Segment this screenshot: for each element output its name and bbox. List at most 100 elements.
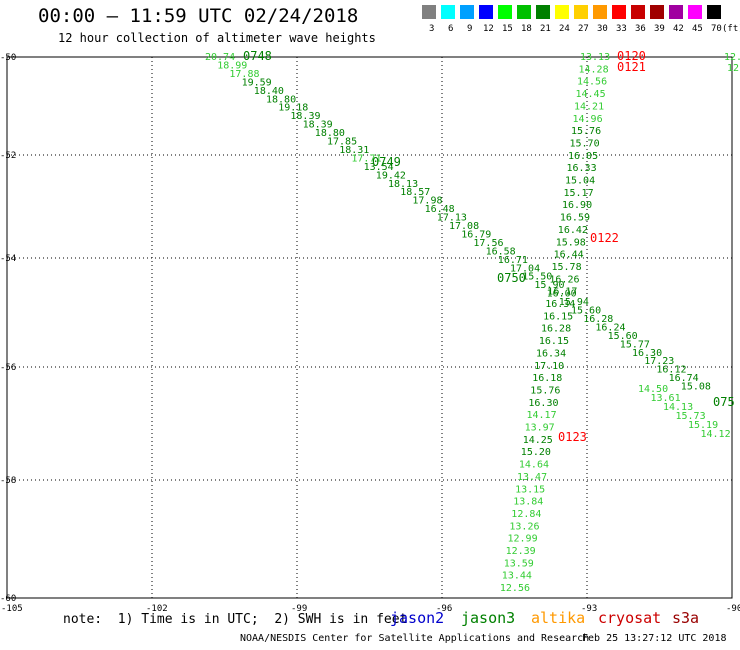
pass-time-label: 0749: [372, 155, 401, 169]
footer-credit: NOAA/NESDIS Center for Satellite Applica…: [240, 633, 590, 644]
legend-swatch: [498, 5, 512, 19]
legend-swatch: [441, 5, 455, 19]
wave-height-label: 16.58: [486, 246, 516, 257]
wave-height-label: 14.12: [701, 429, 731, 440]
wave-height-label: 18.39: [290, 111, 320, 122]
footer-note: note: 1) Time is in UTC; 2) SWH is in fe…: [63, 612, 408, 627]
wave-height-label: 16.24: [595, 322, 625, 333]
lat-tick-label: -58: [0, 476, 16, 486]
pass-time-label: 0750: [497, 271, 526, 285]
wave-height-label: 18.80: [266, 94, 296, 105]
wave-height-label: 13.61: [651, 393, 681, 404]
wave-height-label: 12.99: [508, 534, 538, 545]
wave-height-label: 20.74: [205, 52, 235, 63]
legend-label: 27: [578, 24, 589, 34]
lon-tick-label: -93: [581, 604, 597, 614]
wave-height-label: 16.28: [541, 324, 571, 335]
wave-height-label: 13.15: [515, 484, 545, 495]
wave-height-label: 13.47: [517, 472, 547, 483]
pass-time-label: 0123: [558, 430, 587, 444]
wave-height-label: 16.05: [568, 151, 598, 162]
legend-label: 30: [597, 24, 608, 34]
wave-height-label: 14.96: [573, 114, 603, 125]
wave-height-label: 16.15: [539, 336, 569, 347]
lon-tick-label: -102: [146, 604, 168, 614]
wave-height-label: 14.50: [638, 384, 668, 395]
legend-label: 24: [559, 24, 570, 34]
wave-height-label: 17.13: [437, 213, 467, 224]
wave-height-label: 16.79: [461, 229, 491, 240]
wave-height-label: 16.34: [545, 299, 575, 310]
map-frame: [6, 56, 733, 599]
wave-height-label: 15.08: [681, 382, 711, 393]
wave-height-label: 15.19: [688, 420, 718, 431]
legend-swatch: [422, 5, 436, 19]
legend-swatch: [536, 5, 550, 19]
lat-tick-label: -54: [0, 254, 16, 264]
legend-swatch: [555, 5, 569, 19]
wave-height-label: 13.59: [504, 558, 534, 569]
legend-label: 39: [654, 24, 665, 34]
wave-height-label: 15.94: [559, 297, 589, 308]
wave-height-label: 16.90: [562, 200, 592, 211]
wave-height-label: 19.42: [376, 170, 406, 181]
lat-tick-label: -52: [0, 151, 16, 161]
wave-height-label: 15.98: [556, 237, 586, 248]
wave-height-label: 19.18: [278, 103, 308, 114]
wave-height-label: 15.17: [564, 188, 594, 199]
wave-height-label: 16.71: [498, 255, 528, 266]
wave-height-label: 16.30: [632, 348, 662, 359]
legend-sat-s3a: s3a: [672, 609, 700, 627]
wave-height-label: 13.97: [525, 423, 555, 434]
legend-swatch: [631, 5, 645, 19]
wave-height-label: 17.85: [327, 137, 357, 148]
legend-label: 9: [467, 24, 473, 34]
legend-swatch: [479, 5, 493, 19]
legend-swatch: [517, 5, 531, 19]
legend-label: 36: [635, 24, 646, 34]
wave-height-label: 17.10: [534, 361, 564, 372]
legend-sat-altika: altika: [531, 609, 586, 627]
legend-swatch: [574, 5, 588, 19]
wave-height-label: 16.18: [532, 373, 562, 384]
wave-height-label: 16.74: [669, 373, 699, 384]
wave-height-label: 16.59: [560, 213, 590, 224]
wave-height-label: 18.40: [254, 86, 284, 97]
wave-height-label: 12.56: [500, 583, 530, 594]
pass-time-label: 0748: [243, 49, 272, 63]
wave-height-label: 14.45: [576, 89, 606, 100]
legend-swatch: [460, 5, 474, 19]
pass-time-label: 0121: [617, 60, 646, 74]
wave-height-label: 14.21: [574, 101, 604, 112]
legend-swatch: [707, 5, 721, 19]
legend-label: 3: [429, 24, 435, 34]
wave-height-label: 12.84: [511, 509, 541, 520]
map-subtitle: 12 hour collection of altimeter wave hei…: [58, 31, 376, 45]
wave-height-label: 14.17: [527, 410, 557, 421]
legend-sat-jason2: jason2: [390, 609, 445, 627]
wave-height-label: 18.57: [400, 187, 430, 198]
pass-time-label: 0120: [617, 49, 646, 63]
wave-height-label: 15.50: [522, 272, 552, 283]
wave-height-label: 13.13: [580, 52, 610, 63]
wave-height-label: 14.64: [519, 460, 549, 471]
legend-label: 21: [540, 24, 551, 34]
wave-height-label: 16.30: [528, 398, 558, 409]
wave-height-label: 17.88: [229, 69, 259, 80]
legend-unit: (ft): [722, 24, 740, 34]
wave-height-label: 15.76: [571, 126, 601, 137]
wave-height-label: 17.08: [449, 221, 479, 232]
wave-height-label: 13.54: [364, 162, 394, 173]
wave-height-label: 14.25: [523, 435, 553, 446]
wave-height-label: 14.13: [663, 402, 693, 413]
legend-label: 12: [483, 24, 494, 34]
lon-tick-label: -105: [1, 604, 23, 614]
wave-height-label: 15.73: [676, 411, 706, 422]
wave-height-label: 16.44: [554, 250, 584, 261]
wave-height-label: 19.59: [242, 77, 272, 88]
wave-height-label: 15.20: [521, 447, 551, 458]
legend-swatch: [593, 5, 607, 19]
legend-label: 42: [673, 24, 684, 34]
wave-height-label: 18.39: [303, 120, 333, 131]
